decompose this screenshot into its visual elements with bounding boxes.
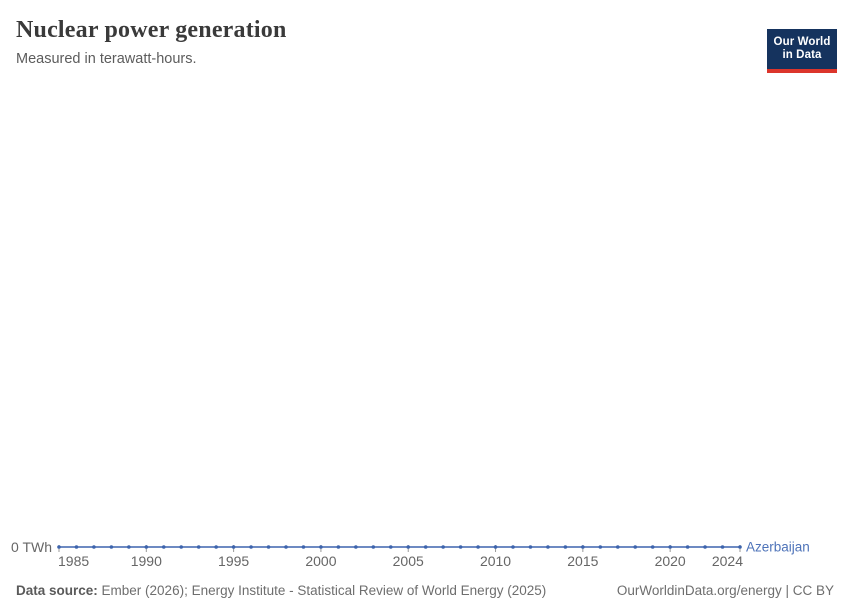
data-point bbox=[144, 545, 149, 549]
chart-footer: Data source: Ember (2026); Energy Instit… bbox=[16, 583, 834, 599]
footer-link[interactable]: OurWorldinData.org/energy | CC BY bbox=[616, 583, 834, 598]
data-point bbox=[388, 545, 393, 549]
series-label: Azerbaijan bbox=[746, 540, 810, 555]
data-point bbox=[196, 545, 201, 549]
data-point bbox=[458, 545, 463, 549]
x-axis-tick-label: 2000 bbox=[305, 553, 336, 569]
x-axis-tick-label: 1990 bbox=[131, 553, 162, 569]
page-subtitle: Measured in terawatt-hours. bbox=[16, 51, 197, 67]
x-axis-tick-label: 2010 bbox=[480, 553, 511, 569]
data-point bbox=[266, 545, 271, 549]
owid-logo-text: Our World in Data bbox=[767, 29, 837, 69]
page-title: Nuclear power generation bbox=[16, 17, 287, 43]
x-axis-tick-label: 1985 bbox=[58, 553, 89, 569]
data-point bbox=[581, 545, 585, 549]
data-point bbox=[284, 545, 288, 549]
data-point bbox=[127, 545, 131, 549]
data-point bbox=[109, 545, 114, 549]
data-point bbox=[423, 545, 428, 549]
owid-logo[interactable]: Our World in Data bbox=[767, 29, 837, 73]
data-point bbox=[720, 545, 725, 549]
data-point bbox=[615, 545, 620, 549]
x-axis-tick-label: 2024 bbox=[712, 553, 743, 569]
data-point bbox=[179, 545, 184, 549]
data-point bbox=[92, 545, 96, 549]
data-point bbox=[633, 545, 638, 549]
data-point bbox=[528, 545, 533, 549]
data-source-label: Data source: bbox=[16, 583, 98, 598]
data-point bbox=[668, 545, 672, 549]
x-axis-tick-label: 1995 bbox=[218, 553, 249, 569]
data-point bbox=[493, 545, 498, 549]
logo-line1: Our World bbox=[773, 36, 831, 48]
data-point bbox=[319, 545, 323, 549]
chart-header: Nuclear power generation Measured in ter… bbox=[0, 16, 850, 73]
data-point bbox=[598, 545, 603, 549]
data-point bbox=[703, 545, 707, 549]
data-point bbox=[214, 545, 218, 549]
data-point bbox=[74, 545, 79, 549]
data-point bbox=[336, 545, 341, 549]
data-point bbox=[441, 545, 445, 549]
data-point bbox=[563, 545, 568, 549]
x-axis-tick-label: 2015 bbox=[567, 553, 598, 569]
data-point bbox=[231, 545, 236, 549]
x-axis-tick-label: 2005 bbox=[393, 553, 424, 569]
data-point bbox=[161, 545, 166, 549]
logo-red-bar bbox=[767, 69, 837, 73]
data-point bbox=[650, 545, 655, 549]
data-source-text: Ember (2026); Energy Institute - Statist… bbox=[97, 583, 547, 598]
data-point bbox=[406, 545, 411, 549]
x-axis-tick-label: 2020 bbox=[655, 553, 686, 569]
data-point bbox=[371, 545, 376, 549]
data-point bbox=[354, 545, 358, 549]
y-axis-zero-label: 0 TWh bbox=[11, 539, 52, 555]
data-point bbox=[511, 545, 515, 549]
chart-canvas: 1985 1990 1995 2000 2005 2010 2015 2020 2024 0 TW… bbox=[11, 539, 810, 569]
data-point bbox=[546, 545, 550, 549]
data-point bbox=[738, 545, 742, 549]
data-point bbox=[685, 545, 690, 549]
logo-line2: in Data bbox=[782, 49, 822, 61]
data-point bbox=[476, 545, 480, 549]
data-source-note: Data source: Ember (2026); Energy Instit… bbox=[16, 583, 546, 599]
data-point bbox=[249, 545, 253, 549]
data-point bbox=[57, 545, 61, 549]
data-point bbox=[301, 545, 306, 549]
